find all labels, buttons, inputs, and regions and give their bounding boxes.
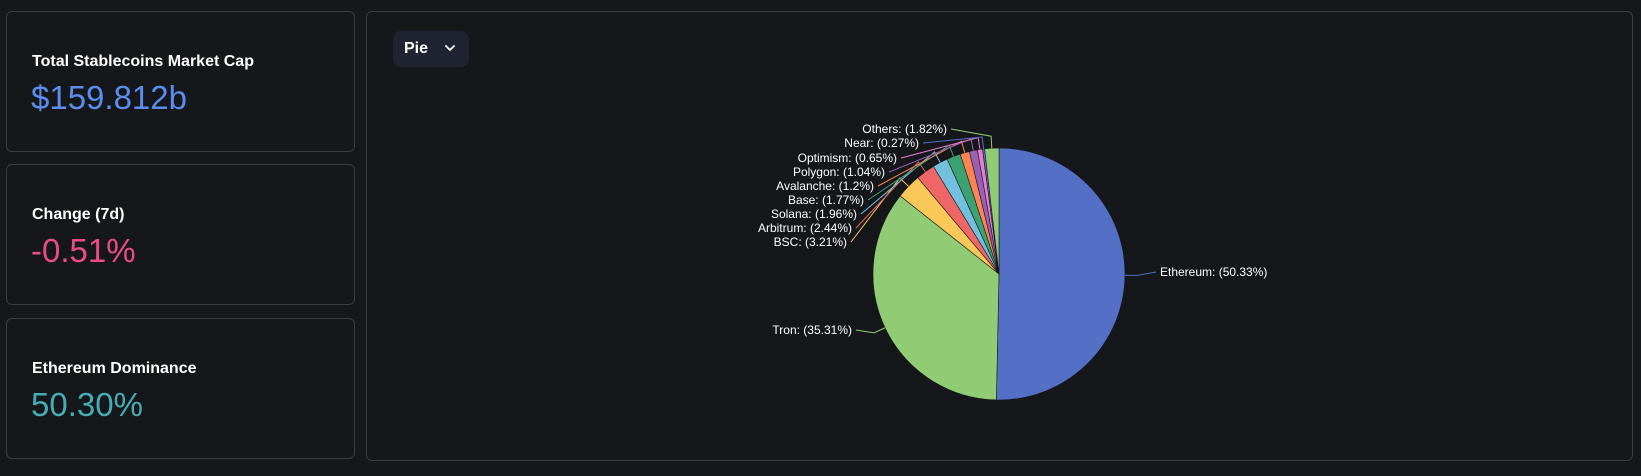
market-cap-card: Total Stablecoins Market Cap $159.812b: [6, 11, 355, 152]
slice-label-bsc: BSC: (3.21%): [774, 235, 847, 249]
market-cap-value: $159.812b: [31, 79, 187, 116]
slice-label-others: Others: (1.82%): [862, 122, 947, 136]
slice-label-base: Base: (1.77%): [788, 193, 864, 207]
pie-chart: Ethereum: (50.33%) Tron: (35.31%) BSC: (3.…: [758, 122, 1267, 401]
slice-label-polygon: Polygon: (1.04%): [793, 165, 885, 179]
label-line-ethereum: [1124, 271, 1157, 276]
slice-label-ethereum: Ethereum: (50.33%): [1160, 265, 1267, 279]
dominance-value: 50.30%: [31, 386, 143, 423]
label-line-solana: [860, 151, 941, 215]
pie-slice-others[interactable]: [984, 147, 1000, 275]
chart-panel: Pie Ethereum: (50.33%) Tron: (35.31%) BSC:…: [366, 11, 1633, 461]
change-7d-value: -0.51%: [31, 232, 136, 269]
label-line-avalanche: [877, 140, 966, 187]
market-cap-label: Total Stablecoins Market Cap: [32, 53, 254, 70]
label-line-arbitrum: [855, 161, 926, 229]
dominance-card: Ethereum Dominance 50.30%: [6, 318, 355, 459]
dominance-label: Ethereum Dominance: [32, 360, 197, 377]
label-line-tron: [855, 327, 886, 334]
slice-label-optimism: Optimism: (0.65%): [798, 151, 897, 165]
slice-label-solana: Solana: (1.96%): [771, 207, 857, 221]
slice-label-arbitrum: Arbitrum: (2.44%): [758, 221, 852, 235]
change-7d-card: Change (7d) -0.51%: [6, 164, 355, 305]
change-7d-label: Change (7d): [32, 206, 125, 223]
slice-label-near: Near: (0.27%): [844, 136, 919, 150]
pie-slice-tron[interactable]: [872, 195, 1000, 401]
chevron-down-icon: [445, 45, 455, 51]
chart-type-label: Pie: [404, 40, 429, 57]
label-line-polygon: [888, 138, 974, 173]
slice-label-avalanche: Avalanche: (1.2%): [776, 179, 874, 193]
label-line-others: [950, 128, 993, 149]
pie-slice-ethereum[interactable]: [996, 147, 1126, 401]
label-line-near: [922, 136, 985, 150]
slice-label-tron: Tron: (35.31%): [772, 323, 852, 337]
chart-type-select[interactable]: Pie: [393, 31, 469, 67]
